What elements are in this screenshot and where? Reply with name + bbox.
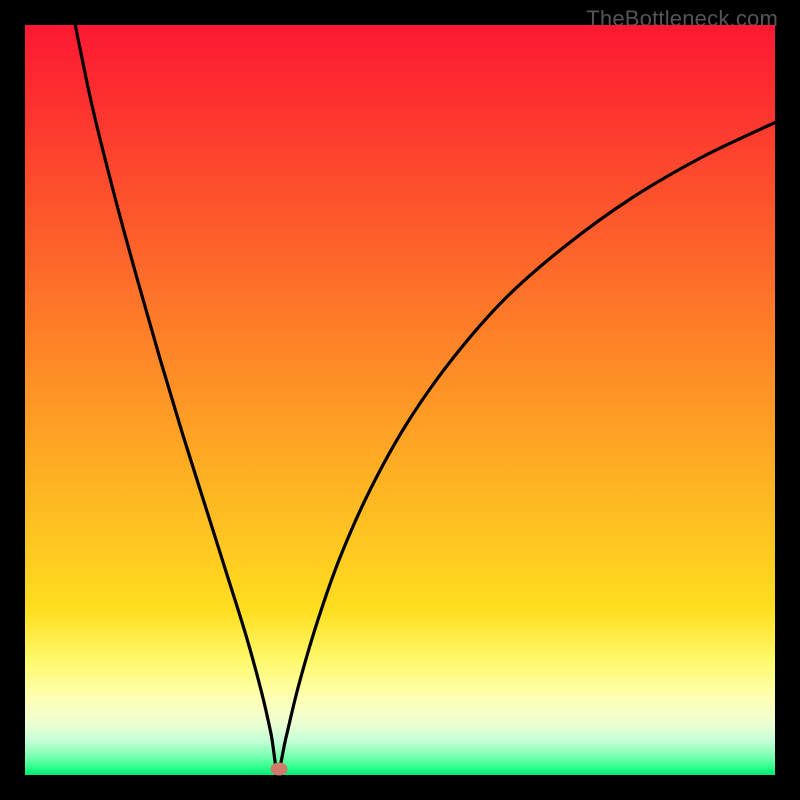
chart-plot-area [25,25,775,775]
chart-curve [25,25,775,775]
chart-minimum-marker [270,763,287,776]
